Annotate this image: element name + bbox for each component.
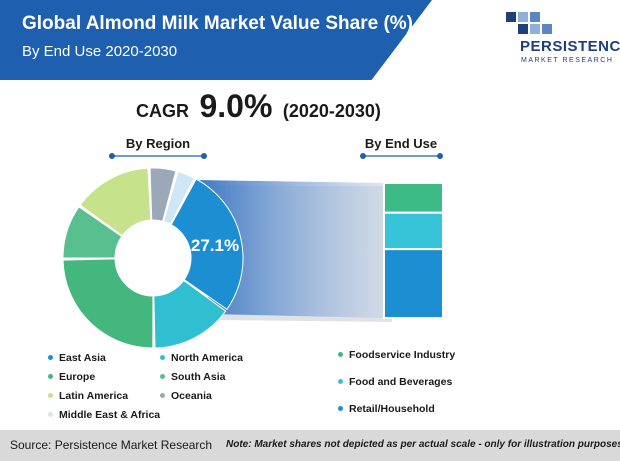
legend-dot-icon [338,351,343,357]
end-use-bar-retail-household [383,248,444,319]
donut-hole [116,221,190,295]
legend-dot-icon [48,392,53,398]
legend-item-retail-household: Retail/Household [338,403,435,415]
donut-slice-middle-east-africa [162,170,195,225]
chart-subtitle: By End Use 2020-2030 [22,43,178,60]
legend-label: Foodservice Industry [349,349,456,361]
legend-label: Oceania [171,390,212,402]
legend-label: East Asia [59,352,106,364]
legend-dot-icon [48,411,53,417]
legend-label: Latin America [59,390,129,402]
footer-note: Note: Market shares not depicted as per … [226,439,620,450]
end-use-heading-dot-right [437,153,443,159]
legend-item-food-and-beverages: Food and Beverages [338,376,452,388]
cagr-value: 9.0% [199,88,273,124]
donut-label-east-asia: 27.1% [191,236,239,255]
donut-slice-east-asia [170,178,244,311]
donut-slice-latin-america [79,167,152,237]
end-use-bar-foodservice-industry [383,182,444,214]
donut-slice-europe [62,258,154,349]
cagr-label: CAGR [136,101,189,121]
end-use-heading-dot-left [360,153,366,159]
persistence-logo-icon [506,12,552,34]
legend-label: Europe [59,371,96,383]
footer: Source: Persistence Market Research Note… [0,430,620,461]
cagr-banner: CAGR 9.0% (2020-2030) [136,88,381,125]
legend-dot-icon [160,354,165,360]
legend-item-latin-america: Latin America [48,390,128,402]
logo-tagline: MARKET RESEARCH [521,57,614,64]
footer-source: Source: Persistence Market Research [10,438,213,452]
legend-dot-icon [48,354,53,360]
logo-name: PERSISTENCE [520,38,620,55]
legend-dot-icon [160,373,165,379]
legend-item-south-asia: South Asia [160,371,225,383]
legend-item-oceania: Oceania [160,390,212,402]
legend-label: Food and Beverages [349,376,453,388]
connector-band [195,180,384,318]
end-use-heading: By End Use [364,136,438,151]
legend-item-middle-east-africa: Middle East & Africa [48,409,160,421]
legend-dot-icon [338,405,343,411]
legend-label: North America [171,352,243,364]
donut-slice-south-asia [62,206,123,259]
legend-dot-icon [338,378,343,384]
legend-item-europe: Europe [48,371,95,383]
donut-slice-north-america [153,279,227,349]
region-heading-dot-right [201,153,207,159]
legend-dot-icon [160,392,165,398]
legend-label: Retail/Household [349,403,435,415]
chart-canvas: 27.1% [62,153,444,349]
legend-label: South Asia [171,371,226,383]
legend-dot-icon [48,373,53,379]
legend-label: Middle East & Africa [59,409,161,421]
donut-slice-oceania [149,167,177,222]
header-banner [0,0,432,80]
legend-item-east-asia: East Asia [48,352,106,364]
end-use-bar-food-and-beverages [383,211,444,251]
cagr-period: (2020-2030) [282,101,381,121]
region-heading: By Region [125,136,191,151]
legend-item-north-america: North America [160,352,243,364]
legend-item-foodservice-industry: Foodservice Industry [338,349,455,361]
region-heading-dot-left [109,153,115,159]
chart-title: Global Almond Milk Market Value Share (%… [22,13,413,34]
